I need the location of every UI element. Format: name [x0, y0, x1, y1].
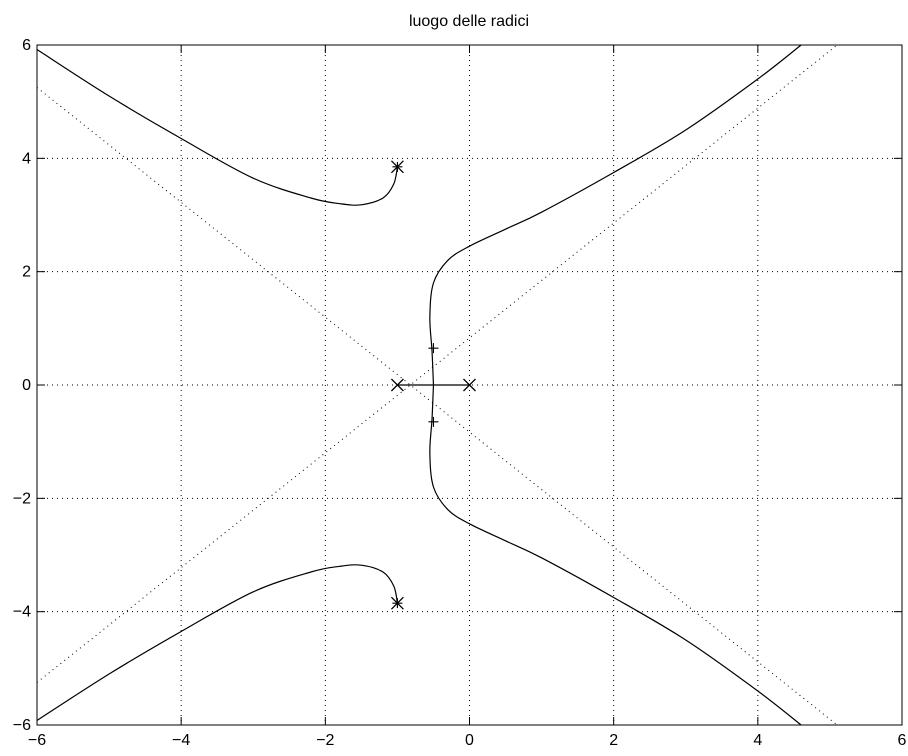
x-tick-label: 6 — [898, 732, 907, 749]
locus-branch — [36, 49, 399, 206]
y-tick-label: −2 — [13, 490, 31, 507]
locus-branch — [429, 384, 802, 726]
axis-ticks: −6 −4 −2 0 2 4 6 −6 −4 −2 0 2 4 6 — [13, 37, 907, 749]
asymptote-line — [36, 44, 838, 683]
locus-branch — [36, 564, 399, 721]
gain-marker — [392, 161, 403, 172]
pole-marker — [463, 378, 476, 392]
locus-branch — [429, 44, 802, 386]
y-tick-label: 2 — [22, 264, 31, 281]
x-tick-label: 2 — [609, 732, 618, 749]
asymptote-line — [36, 87, 838, 726]
pole-markers — [390, 160, 476, 610]
x-tick-label: −2 — [316, 732, 334, 749]
gain-marker — [428, 343, 439, 354]
y-tick-label: 6 — [22, 37, 31, 54]
x-tick-label: −6 — [28, 732, 46, 749]
locus-branches — [36, 44, 802, 726]
y-tick-label: 4 — [22, 150, 31, 167]
x-tick-label: −4 — [172, 732, 190, 749]
y-tick-label: 0 — [22, 377, 31, 394]
chart-title: luogo delle radici — [409, 13, 529, 30]
gain-marker — [392, 598, 403, 609]
y-tick-label: −6 — [13, 717, 31, 734]
gain-marker — [428, 416, 439, 427]
x-tick-label: 4 — [753, 732, 762, 749]
pole-marker — [390, 378, 404, 392]
asymptote-lines — [36, 44, 838, 726]
y-tick-label: −4 — [13, 604, 31, 621]
x-tick-label: 0 — [465, 732, 474, 749]
